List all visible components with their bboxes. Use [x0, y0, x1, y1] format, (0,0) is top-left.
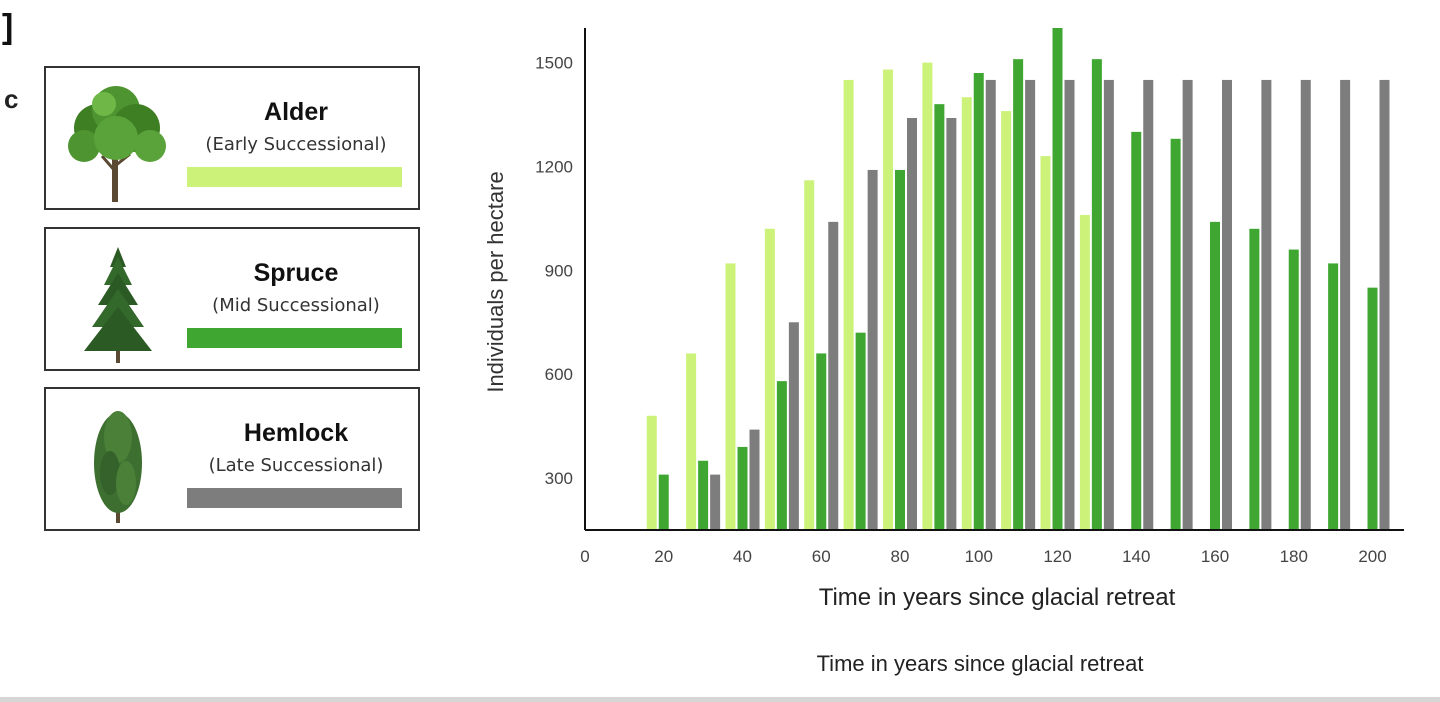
x-tick-label: 180	[1280, 547, 1308, 566]
x-tick-label: 40	[733, 547, 752, 566]
bar-hemlock-90	[946, 118, 957, 530]
bar-hemlock-170	[1261, 79, 1272, 531]
bar-spruce-190	[1328, 263, 1339, 530]
bar-hemlock-180	[1300, 79, 1311, 531]
bar-alder-110	[1001, 111, 1012, 530]
x-tick-label: 100	[965, 547, 993, 566]
bar-hemlock-140	[1143, 79, 1154, 531]
legend-swatch	[187, 488, 402, 508]
bar-hemlock-70	[867, 169, 878, 530]
bar-spruce-90	[934, 104, 945, 530]
spruce-tree-icon	[84, 247, 152, 363]
bar-hemlock-190	[1340, 79, 1351, 531]
bar-spruce-50	[776, 381, 787, 530]
y-tick-label: 1500	[535, 54, 573, 73]
bar-spruce-80	[895, 169, 905, 530]
bar-alder-70	[843, 79, 854, 531]
legend-name: Spruce	[253, 259, 339, 287]
bar-spruce-120	[1052, 28, 1063, 530]
legend-stage: (Late Successional)	[208, 455, 384, 476]
x-tick-label: 200	[1358, 547, 1386, 566]
bar-hemlock-200	[1379, 79, 1390, 531]
bar-alder-100	[961, 97, 972, 530]
legend-swatch	[187, 167, 402, 187]
bar-alder-120	[1040, 156, 1051, 530]
bar-spruce-20	[658, 474, 669, 530]
y-tick-label: 300	[545, 469, 573, 488]
x-tick-label: 120	[1043, 547, 1071, 566]
bar-hemlock-30	[710, 474, 721, 530]
bar-spruce-200	[1367, 287, 1378, 530]
legend-name: Alder	[264, 98, 328, 126]
deciduous-tree-icon	[68, 86, 166, 202]
x-tick-label: 80	[891, 547, 910, 566]
bar-hemlock-130	[1103, 79, 1114, 531]
legend-card-spruce: Spruce (Mid Successional)	[44, 227, 420, 371]
legend-stage: (Mid Successional)	[212, 295, 380, 316]
bar-hemlock-150	[1182, 79, 1193, 531]
y-tick-label: 1200	[535, 157, 573, 176]
bar-hemlock-160	[1222, 79, 1232, 531]
x-tick-label: 60	[812, 547, 831, 566]
y-tick-label: 600	[545, 365, 573, 384]
bar-spruce-110	[1013, 59, 1024, 530]
bar-spruce-140	[1131, 131, 1142, 531]
legend-name: Hemlock	[243, 419, 349, 447]
y-axis-title: Individuals per hectare	[483, 171, 508, 392]
bar-alder-30	[686, 353, 697, 530]
bar-hemlock-50	[788, 322, 799, 530]
bar-hemlock-120	[1064, 79, 1075, 531]
hemlock-tree-icon	[94, 411, 142, 523]
bar-hemlock-40	[749, 429, 760, 530]
bar-chart: 300 600 900 1200 1500 0 20 40 60 80 100 120 140 160 18…	[483, 28, 1404, 611]
bar-alder-60	[804, 180, 815, 530]
legend-swatch	[187, 328, 402, 348]
bar-hemlock-100	[985, 79, 996, 531]
footer-x-axis-title: Time in years since glacial retreat	[816, 651, 1144, 676]
bar-alder-20	[646, 415, 657, 530]
bar-spruce-60	[816, 353, 827, 530]
x-tick-label: 160	[1201, 547, 1229, 566]
x-tick-label: 140	[1122, 547, 1150, 566]
bar-spruce-100	[973, 73, 984, 530]
bar-hemlock-110	[1025, 79, 1036, 531]
bar-alder-130	[1079, 214, 1090, 530]
bar-alder-80	[883, 69, 893, 530]
bar-spruce-130	[1091, 59, 1102, 530]
bar-spruce-40	[737, 446, 748, 530]
bar-spruce-30	[698, 460, 709, 530]
x-tick-label: 20	[654, 547, 673, 566]
bar-hemlock-60	[828, 221, 839, 530]
bottom-divider	[0, 697, 1440, 702]
legend-card-alder: Alder (Early Successional)	[44, 66, 420, 210]
bar-alder-90	[922, 62, 933, 530]
bar-spruce-160	[1210, 221, 1220, 530]
x-tick-label: 0	[580, 547, 589, 566]
legend-card-hemlock: Hemlock (Late Successional)	[44, 387, 420, 531]
bar-alder-40	[725, 263, 736, 530]
bar-spruce-150	[1170, 138, 1181, 531]
bar-alder-50	[764, 228, 775, 531]
y-tick-label: 900	[545, 261, 573, 280]
bar-spruce-70	[855, 332, 866, 530]
bar-spruce-170	[1249, 228, 1260, 531]
x-axis-title: Time in years since glacial retreat	[819, 584, 1176, 611]
bar-hemlock-80	[907, 118, 917, 530]
legend-stage: (Early Successional)	[205, 134, 387, 155]
cropped-bracket-text: ]	[2, 8, 14, 46]
cropped-text-fragment: c	[4, 84, 19, 114]
bar-spruce-180	[1288, 249, 1299, 530]
